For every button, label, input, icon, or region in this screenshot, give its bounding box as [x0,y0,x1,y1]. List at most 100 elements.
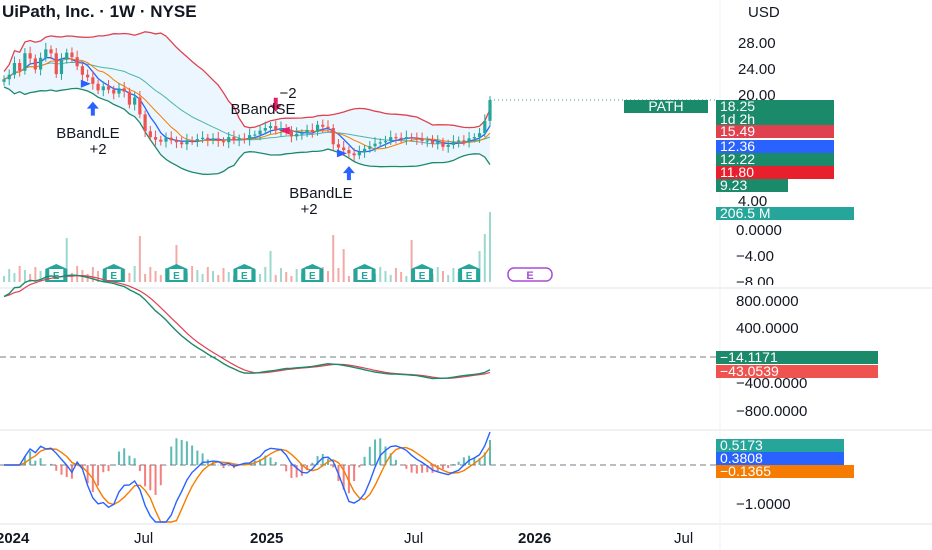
macd-signal-line [4,446,491,523]
middle-band-badge: 12.22 [716,152,834,166]
macd-histogram-bar [175,438,178,465]
candle-up [389,137,393,141]
volume-bar [39,271,42,282]
volume-bar [23,270,26,282]
volume-bar [222,268,225,282]
volume-bar [384,271,387,282]
macd-histogram-bar [55,465,58,471]
candle-up [268,126,273,128]
earnings-marker-letter: E [466,271,473,282]
macd-histogram-bar [441,465,444,470]
candle-down [169,137,173,141]
volume-bar [159,275,162,282]
macd-histogram-bar [478,458,481,465]
macd-histogram-bar [368,446,371,465]
candle-down [462,140,466,142]
earnings-marker-face [415,269,430,280]
candle-up [472,137,476,139]
macd-histogram-bar [44,464,47,466]
lower-band-badge: 9.23 [716,178,788,192]
candle-up [44,49,48,58]
candle-down [410,137,414,139]
volume-tick-minus4: −4.00 [736,248,774,265]
macd-histogram-bar [23,456,26,465]
upcoming-earnings-marker [507,267,553,282]
macd-histogram-bar [50,463,53,465]
candle-down [122,88,126,92]
volume-bar [154,271,157,282]
volume-bar [478,251,481,282]
volume-bar [18,266,21,282]
entry-flag [279,126,290,135]
macd-histogram-bar [384,446,387,465]
candle-up [383,141,388,143]
candle-down [86,74,90,78]
candle-down [310,129,314,132]
macd-histogram-bar [259,459,262,465]
volume-bar [337,268,340,282]
volume-bar [212,271,215,282]
candle-down [415,137,419,140]
earnings-marker-letter: E [309,271,316,282]
volume-bar [269,251,272,282]
candle-down [347,150,351,154]
upper-band-line [3,31,491,129]
macd-histogram-bar [462,457,465,465]
macd-histogram-bar [117,451,120,465]
volume-bar [175,245,178,282]
candle-up [263,128,267,131]
osc-slow-badge: −43.0539 [716,364,878,378]
macd-histogram-bar [405,465,408,469]
bar-countdown: 1d 2h [720,111,756,127]
candle-down [138,97,142,115]
macd-histogram-bar [426,465,429,473]
candle-down [33,58,37,70]
volume-bar [279,268,282,282]
long-signal-arrow [86,101,99,116]
candle-down [112,89,116,94]
candle-down [180,142,184,145]
volume-bar [149,267,152,282]
candle-up [248,135,252,140]
signal-label-bottom: +2 [89,141,107,158]
candle-down [394,137,398,139]
price-tick-28: 28.00 [738,35,776,52]
macd-signal-badge: −0.1365 [716,464,854,478]
macd-histogram-bar [379,438,382,465]
osc-tick-400: 400.0000 [736,320,799,337]
candle-down [336,144,341,148]
volume-bar [128,273,131,282]
candle-down [148,131,152,138]
volume-bar [206,267,209,282]
candle-up [446,144,450,147]
macd-histogram-bar [86,465,89,484]
volume-bar [259,274,262,282]
candle-down [216,138,220,141]
x-tick-2024: 2024 [0,530,30,547]
macd-histogram-bar [39,458,42,465]
candle-up [101,86,105,91]
macd-histogram-bar [102,465,105,473]
candle-up [368,146,372,149]
macd-histogram-bar [149,465,152,491]
macd-histogram-bar [415,465,418,474]
macd-histogram-bar [347,465,350,494]
signal-label-top: BBandLE [289,185,353,202]
macd-histogram-bar [222,465,225,469]
macd-histogram-bar [154,465,157,495]
macd-histogram-bar [217,464,220,466]
macd-histogram-bar [447,465,450,469]
oscillator-pane [0,274,716,380]
candle-down [106,86,111,90]
volume-bar [452,268,455,282]
candle-up [23,53,27,71]
macd-histogram-bar [196,450,199,465]
candle-up [59,59,64,75]
candle-up [373,143,377,147]
volume-bar [13,273,16,282]
macd-histogram-bar [285,465,288,472]
candle-down [153,137,158,140]
macd-histogram-bar [300,465,303,476]
